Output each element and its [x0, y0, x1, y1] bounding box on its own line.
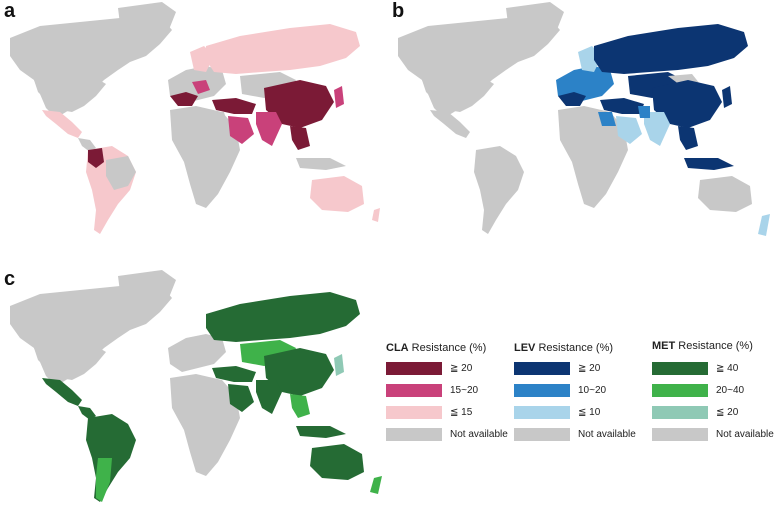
southern-europe: [558, 92, 586, 106]
indonesia: [296, 158, 346, 170]
legend-swatch: [514, 362, 570, 375]
southeast-asia: [290, 126, 310, 150]
legend-item: ≧ 40: [652, 362, 738, 375]
turkey-iran: [212, 366, 256, 382]
mexico: [42, 378, 82, 406]
africa: [170, 374, 240, 476]
legend-swatch: [652, 384, 708, 397]
new-zealand: [372, 208, 380, 222]
legend-item: ≦ 10: [514, 406, 600, 419]
legend-item: Not available: [652, 428, 774, 441]
legend-title-lev: LEV Resistance (%): [514, 342, 614, 354]
legend-cla: CLA Resistance (%) ≧ 20 15~20 ≦ 15 Not a…: [386, 342, 508, 446]
southeast-asia: [290, 394, 310, 418]
south-america: [474, 146, 524, 234]
australia: [310, 444, 364, 480]
southeast-asia: [678, 126, 698, 150]
saudi-arabia: [228, 116, 254, 144]
japan: [334, 354, 344, 376]
colombia: [88, 148, 104, 168]
japan: [722, 86, 732, 108]
saudi-arabia: [616, 116, 642, 144]
russia: [206, 24, 360, 74]
legend-swatch: [652, 362, 708, 375]
japan: [334, 86, 344, 108]
pakistan: [638, 106, 650, 118]
legend-item: Not available: [514, 428, 636, 441]
brazil: [106, 156, 136, 190]
saudi-arabia: [228, 384, 254, 412]
legend-swatch: [386, 406, 442, 419]
mexico: [42, 110, 82, 138]
legend-item: ≧ 20: [386, 362, 472, 375]
indonesia: [296, 426, 346, 438]
australia: [698, 176, 752, 212]
india: [256, 112, 282, 146]
legend-met: MET Resistance (%) ≧ 40 20~40 ≦ 20 Not a…: [652, 340, 776, 446]
argentina: [96, 458, 112, 502]
china: [264, 348, 334, 396]
turkey-iran: [600, 98, 644, 114]
legend-swatch: [652, 406, 708, 419]
legend-lev: LEV Resistance (%) ≧ 20 10~20 ≦ 10 Not a…: [514, 342, 638, 446]
map-panel-cla: a: [0, 0, 384, 250]
russia: [594, 24, 748, 74]
legend-item: 20~40: [652, 384, 744, 397]
legend-item: Not available: [386, 428, 508, 441]
usa: [34, 76, 106, 112]
africa: [558, 106, 628, 208]
indonesia: [684, 158, 734, 170]
egypt: [210, 112, 228, 126]
korea: [324, 94, 332, 106]
greenland: [506, 2, 564, 44]
usa: [422, 76, 494, 112]
new-zealand: [370, 476, 382, 494]
turkey-iran: [212, 98, 256, 114]
greenland: [118, 2, 176, 44]
central-america: [78, 406, 96, 420]
legend-item: ≦ 20: [652, 406, 738, 419]
egypt: [598, 112, 616, 126]
central-europe: [192, 80, 210, 94]
europe: [168, 334, 226, 372]
india: [256, 380, 282, 414]
greenland: [118, 270, 176, 312]
legend-swatch: [386, 384, 442, 397]
usa: [34, 344, 106, 380]
central-america: [78, 138, 96, 152]
india: [644, 112, 670, 146]
legend-swatch: [514, 428, 570, 441]
map-panel-lev: b: [388, 0, 776, 250]
australia: [310, 176, 364, 212]
southern-europe: [170, 92, 198, 106]
legend-item: ≦ 15: [386, 406, 472, 419]
china: [652, 80, 722, 128]
panel-label-b: b: [392, 0, 405, 22]
legend-swatch: [514, 406, 570, 419]
world-map-cla: [10, 2, 380, 234]
panel-label-c: c: [4, 268, 16, 290]
legend-item: ≧ 20: [514, 362, 600, 375]
legend-swatch: [386, 362, 442, 375]
panel-label-a: a: [4, 0, 16, 22]
legend-item: 15~20: [386, 384, 478, 397]
china: [264, 80, 334, 128]
legend-item: 10~20: [514, 384, 606, 397]
map-panel-met: c: [0, 268, 384, 507]
legend-title-cla: CLA Resistance (%): [386, 342, 487, 354]
legend-swatch: [514, 384, 570, 397]
legend-swatch: [652, 428, 708, 441]
legend-swatch: [386, 428, 442, 441]
world-map-lev: [398, 2, 770, 236]
legend-title-met: MET Resistance (%): [652, 340, 753, 352]
new-zealand: [758, 214, 770, 236]
world-map-met: [10, 270, 382, 502]
russia: [206, 292, 360, 342]
mexico: [430, 110, 470, 138]
africa: [170, 106, 240, 208]
